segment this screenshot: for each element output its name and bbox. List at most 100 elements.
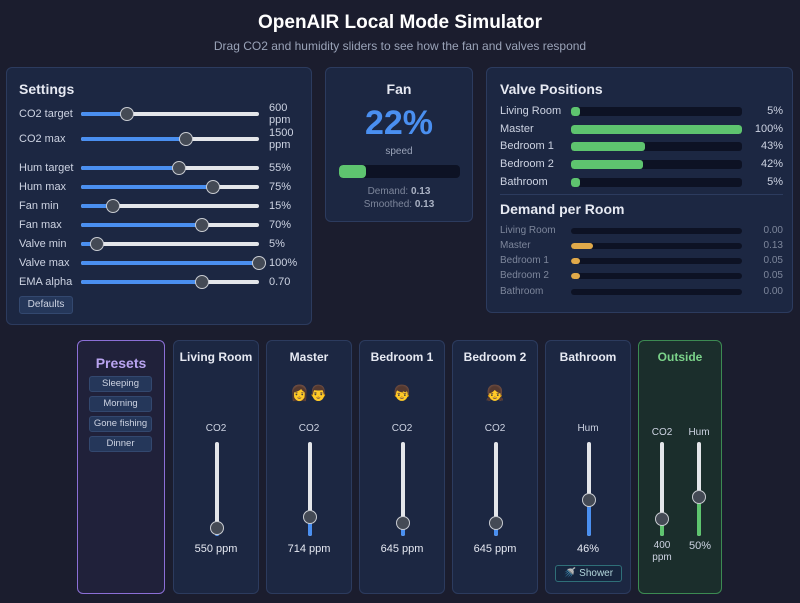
slider-knob[interactable] — [90, 237, 105, 251]
setting-value: 0.70 — [269, 276, 291, 288]
demand-bar — [571, 228, 742, 234]
valve-bar-fill — [571, 107, 580, 116]
slider-fill — [308, 517, 312, 536]
demand-label: Master — [500, 240, 531, 251]
slider-knob[interactable] — [303, 510, 317, 525]
slider-knob[interactable] — [195, 275, 210, 289]
valve-bar — [571, 107, 742, 116]
valve-bar-fill — [571, 178, 580, 187]
valve-bar — [571, 142, 742, 151]
demand-value: 0.00 — [763, 225, 783, 236]
setting-value: 5% — [269, 238, 285, 250]
room-slider[interactable] — [303, 442, 317, 536]
demand-bar — [571, 273, 742, 279]
slider-fill — [81, 166, 179, 170]
valve-value: 5% — [767, 105, 783, 117]
setting-row: Valve max 100% — [19, 254, 305, 272]
demand-bar — [571, 289, 742, 295]
demand-label: Bedroom 2 — [500, 270, 549, 281]
slider-knob[interactable] — [210, 520, 224, 535]
setting-row: Hum target 55% — [19, 159, 305, 177]
slider-label: CO2 — [205, 423, 227, 434]
demand-label: Bathroom — [500, 286, 544, 297]
valve-bar — [571, 178, 742, 187]
slider-track — [494, 442, 498, 536]
slider-fill — [697, 496, 701, 536]
setting-label: Fan max — [19, 219, 62, 231]
slider-fill — [81, 185, 213, 189]
room-title: Bedroom 2 — [463, 350, 527, 364]
slider-label: CO2 — [484, 423, 506, 434]
setting-slider[interactable] — [81, 180, 259, 194]
slider-knob[interactable] — [396, 515, 410, 530]
room-slider[interactable] — [582, 442, 596, 536]
slider-knob[interactable] — [195, 218, 210, 232]
outside-co2-slider[interactable] — [655, 442, 669, 536]
setting-label: CO2 target — [19, 108, 73, 120]
shower-button[interactable]: 🚿 Shower — [555, 565, 622, 582]
setting-slider[interactable] — [81, 275, 259, 289]
outside-co2-label: CO2 — [651, 427, 673, 438]
preset-button[interactable]: Gone fishing — [89, 416, 152, 432]
outside-hum-value: 50% — [688, 540, 712, 552]
room-panel: Bedroom 1 👦 CO2 645 ppm — [359, 340, 445, 594]
demand-value: 0.13 — [763, 240, 783, 251]
outside-hum-slider[interactable] — [692, 442, 706, 536]
preset-button[interactable]: Morning — [89, 396, 152, 412]
setting-value: 75% — [269, 181, 292, 193]
room-title: Bedroom 1 — [370, 350, 434, 364]
setting-row: Fan max 70% — [19, 216, 305, 234]
occupant-icons: 👧 — [485, 385, 505, 402]
valve-row: Bathroom 5% — [500, 175, 783, 189]
valve-label: Master — [500, 123, 534, 135]
slider-knob[interactable] — [655, 512, 669, 527]
room-slider[interactable] — [210, 442, 224, 536]
preset-button[interactable]: Dinner — [89, 436, 152, 452]
fan-speed-bar — [339, 165, 460, 178]
slider-knob[interactable] — [120, 107, 135, 121]
setting-value: 55% — [269, 162, 292, 174]
setting-slider[interactable] — [81, 199, 259, 213]
fan-smoothed-value: 0.13 — [414, 199, 435, 210]
preset-button[interactable]: Sleeping — [89, 376, 152, 392]
fan-speed-bar-fill — [339, 165, 366, 178]
room-panel: Bedroom 2 👧 CO2 645 ppm — [452, 340, 538, 594]
valve-positions-title: Valve Positions — [500, 81, 603, 97]
setting-value: 100% — [269, 257, 298, 269]
setting-slider[interactable] — [81, 107, 259, 121]
setting-value: 1500 ppm — [269, 127, 294, 151]
demand-row: Master 0.13 — [500, 239, 783, 253]
slider-knob[interactable] — [179, 132, 194, 146]
setting-slider[interactable] — [81, 218, 259, 232]
slider-fill — [587, 500, 591, 536]
setting-slider[interactable] — [81, 161, 259, 175]
slider-knob[interactable] — [252, 256, 266, 270]
slider-fill — [81, 204, 114, 208]
room-slider[interactable] — [489, 442, 503, 536]
setting-row: Hum max 75% — [19, 178, 305, 196]
slider-fill — [81, 280, 203, 284]
fan-smoothed-label: Smoothed: — [363, 199, 413, 210]
room-slider[interactable] — [396, 442, 410, 536]
demand-label: Living Room — [500, 225, 556, 236]
fan-speed-label: speed — [385, 146, 413, 157]
defaults-button[interactable]: Defaults — [19, 296, 73, 314]
slider-knob[interactable] — [489, 515, 503, 530]
fan-demand: Demand: 0.13 — [326, 186, 472, 197]
slider-knob[interactable] — [106, 199, 121, 213]
slider-fill — [81, 112, 128, 116]
setting-row: Fan min 15% — [19, 197, 305, 215]
setting-slider[interactable] — [81, 237, 259, 251]
valve-label: Bedroom 1 — [500, 140, 554, 152]
slider-knob[interactable] — [205, 180, 220, 194]
occupant-icons: 👦 — [392, 385, 412, 402]
slider-fill — [81, 137, 187, 141]
slider-fill — [81, 223, 203, 227]
slider-fill — [660, 519, 664, 536]
slider-knob[interactable] — [692, 489, 706, 504]
slider-knob[interactable] — [582, 493, 596, 508]
valve-row: Master 100% — [500, 122, 783, 136]
slider-knob[interactable] — [171, 161, 186, 175]
setting-slider[interactable] — [81, 132, 259, 146]
setting-slider[interactable] — [81, 256, 266, 270]
